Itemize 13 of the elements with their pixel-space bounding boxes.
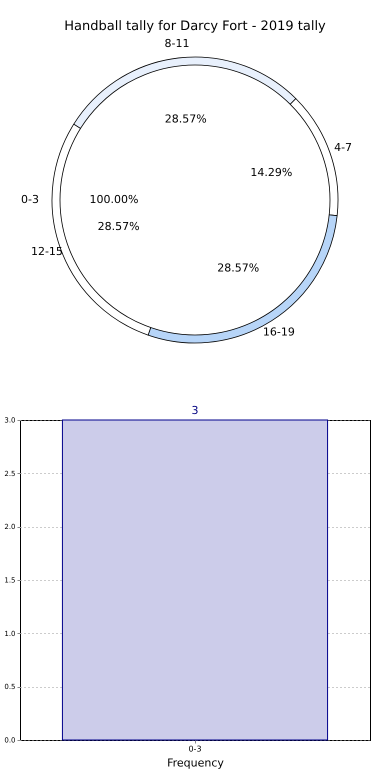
data-label: 28.57% <box>164 112 207 126</box>
slice-label: 16-19 <box>262 326 295 339</box>
x-axis-title: Frequency <box>167 756 224 770</box>
slice-label: 0-3 <box>21 193 39 206</box>
slice-label: 12-15 <box>30 245 63 258</box>
data-label: 100.00% <box>90 193 138 206</box>
slice-label: 4-7 <box>334 140 352 154</box>
data-label: 14.29% <box>250 166 292 180</box>
data-label: 28.57% <box>98 220 140 233</box>
slice-label: 8-11 <box>164 37 190 50</box>
data-label: 28.57% <box>217 261 260 274</box>
chart-title: Handball tally for Darcy Fort - 2019 tally <box>64 19 326 34</box>
data-label: 3 <box>192 404 198 417</box>
